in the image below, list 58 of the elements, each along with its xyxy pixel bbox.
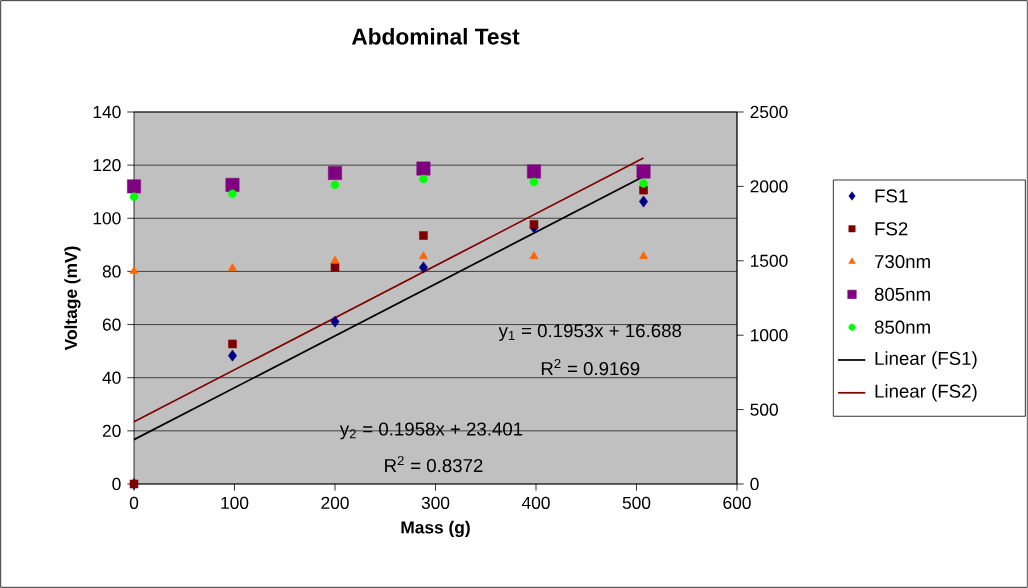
point xyxy=(529,220,539,229)
annotation: R$^{2}$ = 0.9169 xyxy=(541,358,640,376)
y2-tick-label: 500 xyxy=(750,403,778,416)
point xyxy=(330,180,340,190)
y-tick-label: 80 xyxy=(102,265,121,278)
point xyxy=(129,266,139,274)
point xyxy=(419,251,428,259)
legend-label: Linear (FS2) xyxy=(875,384,977,402)
point xyxy=(418,261,428,274)
point xyxy=(639,179,648,188)
point xyxy=(416,161,431,176)
legend-label: FS1 xyxy=(875,189,908,203)
x-tick-label: 400 xyxy=(521,496,550,509)
y-tick-label: 20 xyxy=(102,424,121,437)
point xyxy=(127,179,141,194)
x-tick-label: 300 xyxy=(421,496,450,509)
point xyxy=(330,263,340,272)
legend-label: 730nm xyxy=(875,254,930,269)
y2-tick-label: 2500 xyxy=(750,105,788,119)
x-tick-label: 100 xyxy=(221,496,249,509)
x-tick-label: 600 xyxy=(723,496,751,509)
y-tick-label: 140 xyxy=(93,105,121,119)
point xyxy=(328,166,342,180)
x-tick-label: 0 xyxy=(129,496,139,509)
legend-label: FS2 xyxy=(875,222,908,236)
y2-tick-label: 0 xyxy=(750,477,759,491)
legend-label: 805nm xyxy=(874,287,930,301)
y-tick-label: 120 xyxy=(93,158,121,172)
point xyxy=(228,263,237,271)
legend-label: 850nm xyxy=(874,320,930,334)
annotation: R$^{2}$ = 0.8372 xyxy=(385,455,483,473)
point xyxy=(636,164,651,179)
point xyxy=(330,255,340,264)
y2-tick-label: 1000 xyxy=(751,329,788,342)
point xyxy=(529,251,539,259)
x-tick-label: 200 xyxy=(321,496,349,509)
point xyxy=(129,192,139,202)
point xyxy=(529,177,539,187)
x-axis-title: Mass (g) xyxy=(401,520,470,538)
annotation: y$_{1}$ = 0.1953x + 16.688 xyxy=(498,324,682,341)
x-tick-label: 500 xyxy=(622,496,651,509)
y-tick-label: 60 xyxy=(102,318,121,331)
legend-label: Linear (FS1) xyxy=(875,351,977,369)
point xyxy=(330,315,340,328)
point xyxy=(419,231,428,240)
y-tick-label: 100 xyxy=(93,212,121,225)
point xyxy=(228,339,237,349)
point xyxy=(228,189,237,199)
point xyxy=(419,174,428,184)
y-tick-label: 0 xyxy=(112,477,121,491)
point xyxy=(527,164,541,179)
chart-title: Abdominal Test xyxy=(351,27,520,45)
y-axis-title: Voltage (mV) xyxy=(64,246,81,351)
y2-tick-label: 1500 xyxy=(751,254,788,267)
y2-tick-label: 2000 xyxy=(750,180,788,193)
y-tick-label: 40 xyxy=(102,371,121,384)
point xyxy=(639,251,648,259)
annotation: y$_{2}$ = 0.1958x + 23.401 xyxy=(339,422,523,440)
